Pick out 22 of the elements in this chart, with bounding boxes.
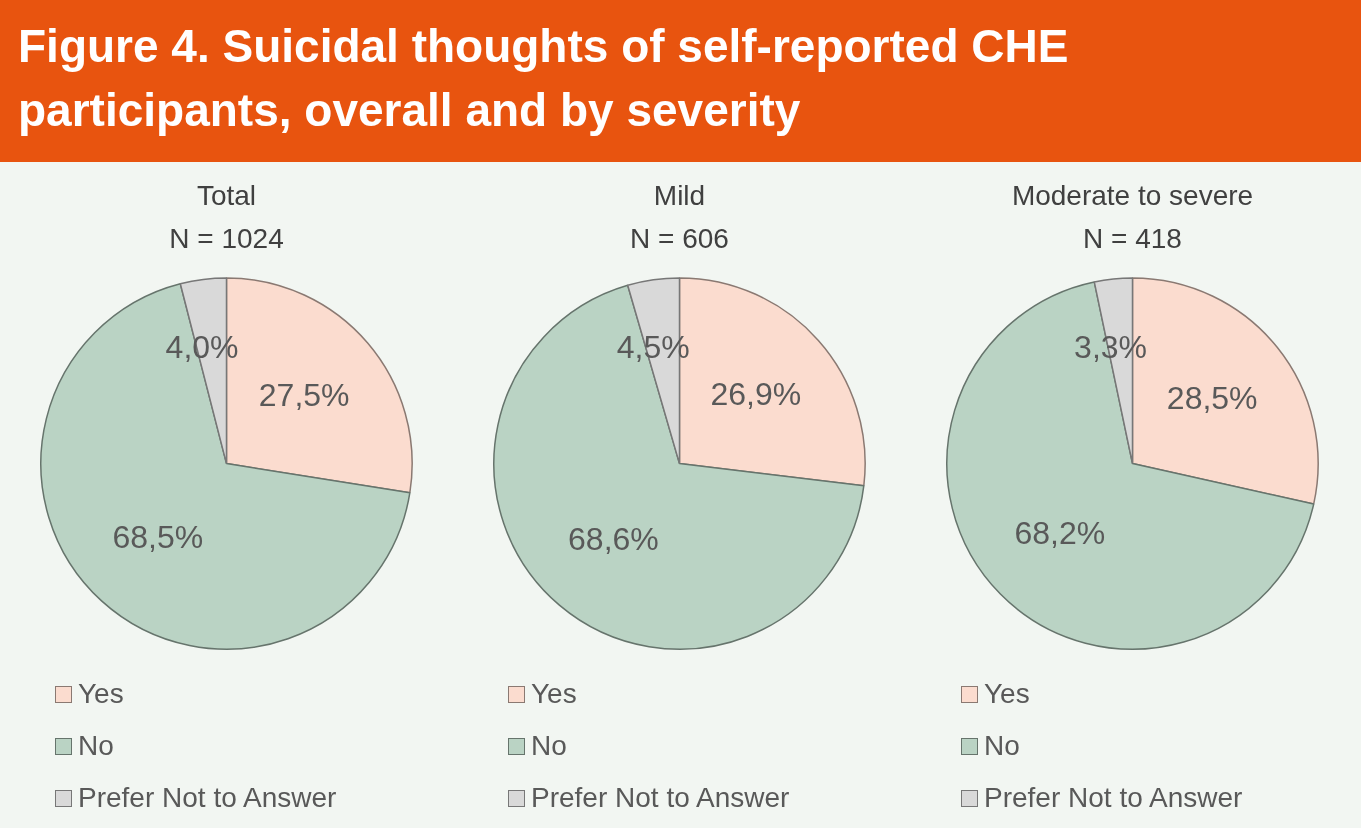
chart-title: Mild (653, 179, 706, 211)
legend-label: Yes (983, 677, 1031, 711)
chart-title: Moderate to severe (1011, 179, 1254, 211)
legend-label: Yes (530, 677, 578, 711)
legend-label: No (77, 729, 115, 763)
legend-label: No (983, 729, 1021, 763)
chart-subtitle: N = 1024 (169, 223, 284, 255)
data-label: 26,9% (710, 375, 802, 412)
chart-subtitle: N = 418 (1083, 223, 1182, 255)
data-label: 27,5% (258, 377, 350, 414)
data-label: 28,5% (1166, 379, 1258, 416)
text: Figure 4. Suicidal thoughts of self-reported CHE participants, overall and by severity (0, 0, 1361, 162)
chart-subtitle: N = 606 (630, 223, 729, 255)
legend-label: No (530, 729, 568, 763)
legend-label: Prefer Not to Answer (983, 781, 1244, 815)
legend-label: Prefer Not to Answer (530, 781, 791, 815)
legend-label: Prefer Not to Answer (77, 781, 338, 815)
data-label: 68,6% (568, 521, 659, 558)
data-label: 68,5% (112, 518, 204, 555)
data-label: 68,2% (1014, 515, 1106, 552)
legend-label: Yes (77, 677, 125, 711)
chart-title: Total (196, 179, 257, 211)
